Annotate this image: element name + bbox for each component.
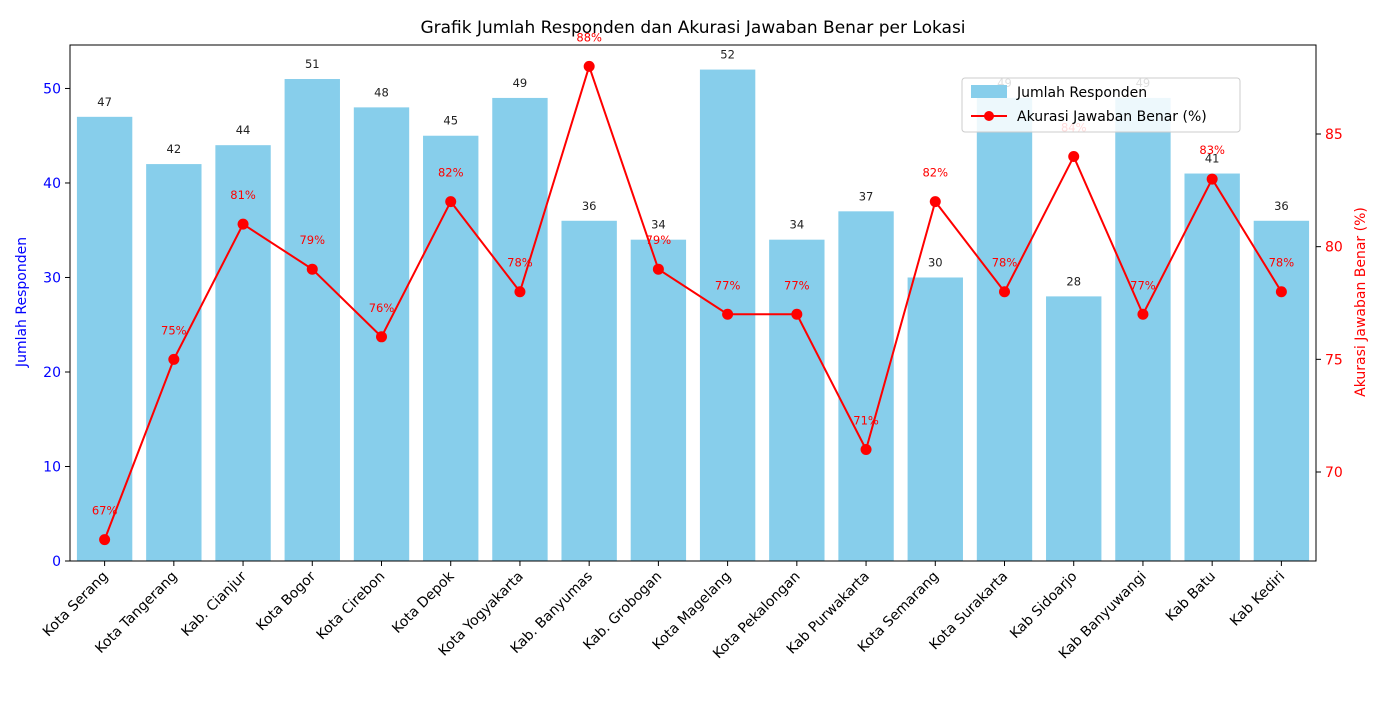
accuracy-value-label: 78%: [992, 256, 1018, 270]
bar-value-label: 52: [720, 48, 735, 62]
accuracy-value-label: 88%: [576, 30, 602, 44]
accuracy-value-label: 67%: [92, 504, 118, 518]
accuracy-point: [376, 331, 387, 343]
accuracy-point: [860, 443, 872, 455]
bar: [630, 239, 687, 561]
accuracy-point: [1137, 308, 1149, 320]
accuracy-point: [445, 196, 457, 208]
accuracy-point: [652, 263, 664, 275]
accuracy-point: [929, 196, 941, 208]
accuracy-point: [1206, 173, 1218, 185]
accuracy-value-label: 77%: [1130, 278, 1156, 292]
legend-line-marker: [984, 111, 994, 121]
bar: [769, 239, 825, 561]
accuracy-point: [791, 308, 803, 320]
bar-value-label: 49: [513, 76, 528, 90]
x-tick-label: Kota Bogor: [253, 568, 319, 634]
x-tick-label: Kab Batu: [1163, 569, 1219, 625]
accuracy-value-label: 71%: [853, 413, 879, 427]
legend-bar-label: Jumlah Responden: [1016, 85, 1147, 101]
bar: [492, 97, 548, 561]
bar-value-label: 36: [582, 199, 597, 213]
accuracy-value-label: 82%: [438, 166, 464, 180]
bar: [284, 79, 340, 562]
accuracy-point: [168, 353, 180, 365]
y-axis-left-label: Jumlah Responden: [14, 237, 30, 368]
chart-title: Grafik Jumlah Responden dan Akurasi Jawa…: [420, 18, 965, 38]
bar: [215, 145, 271, 561]
legend-box: [961, 77, 1241, 133]
bar: [561, 220, 617, 561]
accuracy-value-label: 77%: [784, 278, 810, 292]
accuracy-value-label: 79%: [299, 233, 325, 247]
y-tick-right-label: 70: [1325, 465, 1343, 481]
bar: [838, 211, 894, 562]
y-tick-left-label: 40: [43, 176, 61, 192]
bar: [76, 116, 133, 562]
bar-value-label: 42: [167, 142, 182, 156]
y-tick-right-label: 85: [1325, 127, 1343, 143]
accuracy-value-label: 82%: [922, 166, 948, 180]
accuracy-value-label: 78%: [1269, 256, 1295, 270]
bar-value-label: 48: [374, 85, 389, 99]
legend: Jumlah Responden Akurasi Jawaban Benar (…: [961, 77, 1241, 133]
bar: [1046, 296, 1102, 561]
y-tick-right-label: 75: [1325, 352, 1343, 368]
accuracy-value-label: 75%: [161, 323, 187, 337]
y-tick-left-label: 20: [43, 365, 61, 381]
bar: [1253, 220, 1310, 561]
bar-value-label: 47: [97, 95, 112, 109]
bar-value-label: 34: [651, 218, 666, 232]
accuracy-point: [99, 534, 111, 546]
x-tick-label: Kota Depok: [389, 568, 458, 637]
y-tick-left-label: 50: [43, 81, 61, 97]
legend-line-label: Akurasi Jawaban Benar (%): [1017, 109, 1207, 125]
bar-value-label: 30: [928, 255, 943, 269]
accuracy-value-label: 78%: [507, 256, 533, 270]
accuracy-point: [306, 263, 318, 275]
bar: [976, 97, 1033, 561]
accuracy-point: [237, 218, 249, 230]
x-tick-label: Kab Sidoarjo: [1007, 569, 1080, 642]
accuracy-value-label: 83%: [1199, 143, 1225, 157]
bar: [1115, 97, 1171, 561]
line-layer: 67% 75% 81% 79% 76% 82% 78% 88% 79% 77% 77% 71% 82% 7…: [92, 30, 1295, 546]
accuracy-point: [999, 286, 1010, 298]
x-tick-label: Kota Serang: [40, 569, 112, 641]
bar-value-label: 51: [305, 57, 320, 71]
y-tick-left-label: 30: [43, 270, 61, 286]
accuracy-value-label: 76%: [369, 301, 395, 315]
accuracy-point: [1275, 286, 1287, 298]
bar-value-label: 44: [236, 123, 251, 137]
bar-value-label: 45: [443, 114, 458, 128]
bar: [1184, 173, 1240, 561]
accuracy-line: [103, 63, 1283, 540]
x-tick-label: Kab Kediri: [1227, 569, 1288, 630]
bar-value-label: 41: [1205, 152, 1220, 166]
x-tick-label: Kab. Cianjur: [179, 568, 251, 640]
y-axis-right-label: Akurasi Jawaban Benar (%): [1353, 207, 1369, 397]
accuracy-value-label: 77%: [715, 278, 741, 292]
bar-value-label: 36: [1274, 199, 1289, 213]
accuracy-point: [722, 308, 734, 320]
y-tick-right-label: 80: [1325, 240, 1343, 256]
bar-value-label: 28: [1066, 274, 1081, 288]
bar-value-label: 37: [859, 189, 874, 203]
legend-bar-swatch: [971, 85, 1007, 98]
bar: [907, 277, 963, 561]
bar-value-label: 34: [790, 218, 805, 232]
accuracy-point: [514, 286, 526, 298]
plot-frame: [69, 44, 1317, 562]
accuracy-point: [1068, 151, 1080, 163]
y-tick-left-label: 0: [52, 554, 61, 570]
y-tick-left-label: 10: [43, 459, 61, 475]
accuracy-value-label: 81%: [230, 188, 256, 202]
accuracy-value-label: 79%: [646, 233, 672, 247]
x-tick-label: Kota Cirebon: [314, 569, 389, 644]
accuracy-point: [583, 60, 595, 72]
